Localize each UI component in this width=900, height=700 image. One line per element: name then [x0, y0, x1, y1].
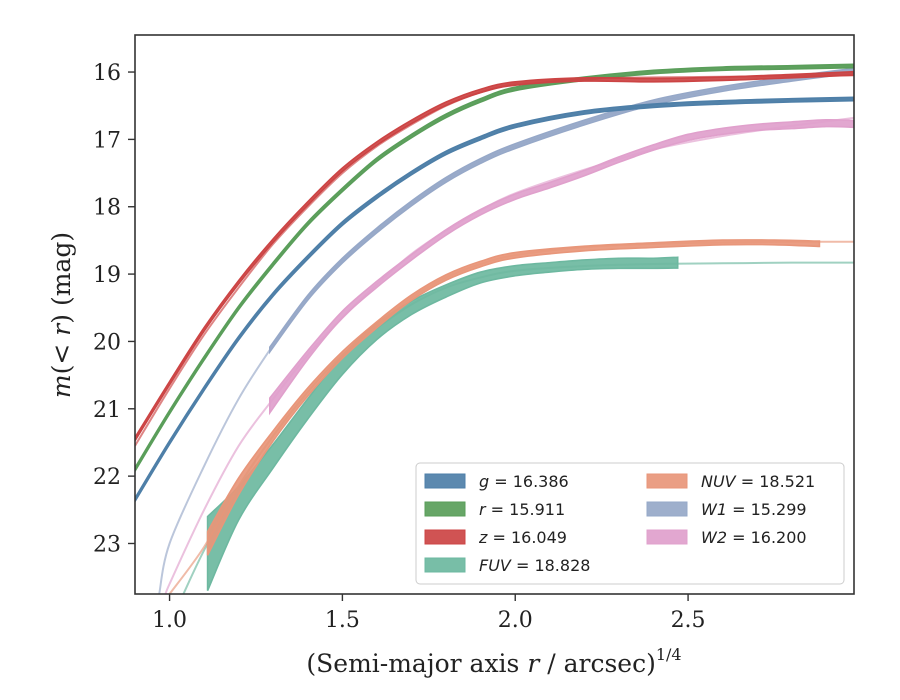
plot-frame — [134, 34, 855, 595]
legend: g = 16.386 r = 15.911 z = 16.049 FUV = 18.8… — [415, 462, 845, 585]
x-tick-label: 1.0 — [152, 608, 187, 633]
y-tick-label: 18 — [93, 196, 121, 221]
band-nuv — [206, 239, 821, 556]
band-w1 — [269, 67, 854, 355]
model-line-w2 — [164, 116, 854, 594]
legend-swatch — [646, 501, 688, 517]
x-tick-label: 1.5 — [325, 608, 360, 633]
legend-label: W2 = 16.200 — [701, 528, 807, 547]
series-z — [135, 70, 854, 447]
legend-label: z = 16.049 — [478, 528, 567, 547]
legend-label: g = 16.386 — [479, 472, 569, 491]
legend-swatch — [424, 473, 466, 489]
legend-item-nuv: NUV = 18.521 — [646, 472, 815, 491]
y-axis: 16 17 18 19 20 21 22 23 — [93, 61, 135, 557]
legend-item-fuv: FUV = 18.828 — [424, 556, 590, 575]
y-tick-label: 19 — [93, 263, 121, 288]
legend-item-r: r = 15.911 — [424, 500, 565, 519]
y-tick-label: 23 — [93, 532, 121, 557]
legend-item-w2: W2 = 16.200 — [646, 528, 807, 547]
model-line-g — [135, 97, 854, 501]
legend-swatch — [424, 501, 466, 517]
y-tick-label: 17 — [93, 128, 121, 153]
model-line-nuv — [168, 240, 854, 594]
series-g — [135, 96, 854, 503]
band-z — [135, 70, 854, 443]
y-tick-label: 20 — [93, 330, 121, 355]
plot-area — [135, 63, 854, 594]
model-line-z — [135, 74, 854, 447]
legend-item-g: g = 16.386 — [424, 472, 569, 491]
legend-swatch — [646, 473, 688, 489]
band-g — [135, 96, 854, 503]
x-axis-label: (Semi-major axis r / arcsec)1/4 — [306, 645, 681, 678]
model-line-w1 — [158, 69, 854, 594]
series-r — [135, 63, 854, 473]
band-r — [135, 63, 854, 473]
model-line-r — [135, 64, 854, 470]
legend-label: NUV = 18.521 — [701, 472, 815, 491]
y-tick-label: 22 — [93, 465, 121, 490]
legend-item-z: z = 16.049 — [424, 528, 567, 547]
series-nuv — [168, 239, 854, 594]
y-tick-label: 21 — [93, 398, 121, 423]
series-w1 — [158, 67, 854, 594]
legend-swatch — [424, 557, 466, 573]
x-tick-label: 2.0 — [498, 608, 533, 633]
legend-item-w1: W1 = 15.299 — [646, 500, 807, 519]
y-axis-label: m(< r) (mag) — [47, 232, 76, 398]
x-axis: 1.0 1.5 2.0 2.5 — [152, 594, 706, 633]
y-tick-label: 16 — [93, 61, 121, 86]
x-tick-label: 2.5 — [671, 608, 706, 633]
legend-swatch — [646, 529, 688, 545]
legend-label: W1 = 15.299 — [701, 500, 807, 519]
legend-label: FUV = 18.828 — [479, 556, 590, 575]
legend-swatch — [424, 529, 466, 545]
legend-label: r = 15.911 — [479, 500, 565, 519]
legend-box — [415, 462, 845, 585]
